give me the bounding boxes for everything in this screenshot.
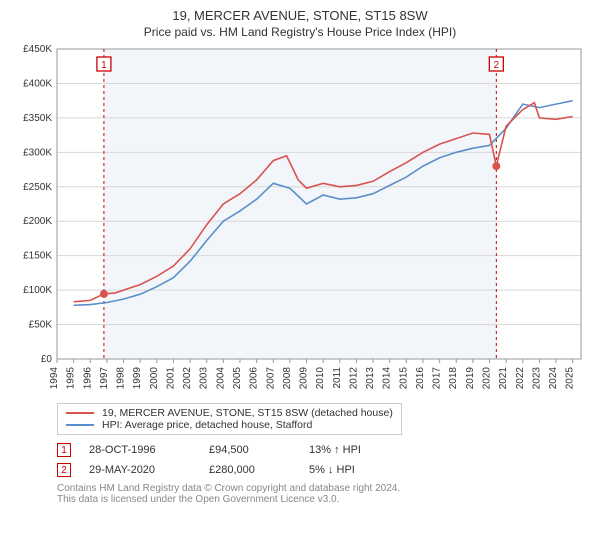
- chart-container: 19, MERCER AVENUE, STONE, ST15 8SW Price…: [0, 0, 600, 560]
- svg-text:2025: 2025: [565, 367, 576, 390]
- svg-text:£200K: £200K: [23, 216, 52, 227]
- svg-text:2013: 2013: [365, 367, 376, 390]
- svg-text:2001: 2001: [165, 367, 176, 390]
- event-date: 29-MAY-2020: [89, 464, 209, 476]
- event-price: £94,500: [209, 444, 309, 456]
- svg-text:£300K: £300K: [23, 147, 52, 158]
- svg-text:£50K: £50K: [29, 320, 53, 331]
- title-address: 19, MERCER AVENUE, STONE, ST15 8SW: [12, 8, 588, 23]
- legend-label: HPI: Average price, detached house, Staf…: [102, 419, 312, 431]
- svg-text:2007: 2007: [265, 367, 276, 390]
- svg-text:2: 2: [494, 60, 500, 71]
- event-change: 13% ↑ HPI: [309, 444, 361, 456]
- svg-text:2016: 2016: [415, 367, 426, 390]
- svg-text:1997: 1997: [99, 367, 110, 390]
- event-row: 2 29-MAY-2020 £280,000 5% ↓ HPI: [57, 463, 588, 477]
- svg-text:£350K: £350K: [23, 113, 52, 124]
- svg-text:2009: 2009: [299, 367, 310, 390]
- title-subtitle: Price paid vs. HM Land Registry's House …: [12, 25, 588, 39]
- svg-text:2011: 2011: [332, 367, 343, 389]
- legend-item: 19, MERCER AVENUE, STONE, ST15 8SW (deta…: [66, 407, 393, 419]
- svg-text:£450K: £450K: [23, 45, 52, 55]
- svg-text:£400K: £400K: [23, 78, 52, 89]
- event-change: 5% ↓ HPI: [309, 464, 355, 476]
- svg-text:2012: 2012: [348, 367, 359, 390]
- event-row: 1 28-OCT-1996 £94,500 13% ↑ HPI: [57, 443, 588, 457]
- footer: Contains HM Land Registry data © Crown c…: [57, 483, 588, 505]
- svg-text:2004: 2004: [215, 367, 226, 390]
- svg-text:1995: 1995: [66, 367, 77, 390]
- svg-text:1999: 1999: [132, 367, 143, 390]
- svg-text:2008: 2008: [282, 367, 293, 390]
- legend-item: HPI: Average price, detached house, Staf…: [66, 419, 393, 431]
- svg-text:£250K: £250K: [23, 182, 52, 193]
- svg-text:2006: 2006: [249, 367, 260, 390]
- legend-label: 19, MERCER AVENUE, STONE, ST15 8SW (deta…: [102, 407, 393, 419]
- svg-text:2017: 2017: [432, 367, 443, 390]
- svg-text:2010: 2010: [315, 367, 326, 390]
- svg-text:2023: 2023: [531, 367, 542, 390]
- chart: £0 £50K £100K £150K £200K £250K £300K £350K £400…: [12, 45, 588, 397]
- footer-line: Contains HM Land Registry data © Crown c…: [57, 483, 588, 494]
- chart-svg: £0 £50K £100K £150K £200K £250K £300K £350K £400…: [12, 45, 588, 397]
- footer-line: This data is licensed under the Open Gov…: [57, 494, 588, 505]
- svg-text:2000: 2000: [149, 367, 160, 390]
- svg-text:1998: 1998: [116, 367, 127, 390]
- titles: 19, MERCER AVENUE, STONE, ST15 8SW Price…: [12, 8, 588, 39]
- event-date: 28-OCT-1996: [89, 444, 209, 456]
- svg-text:2022: 2022: [515, 367, 526, 390]
- svg-text:£100K: £100K: [23, 285, 52, 296]
- svg-text:£0: £0: [41, 354, 53, 365]
- legend: 19, MERCER AVENUE, STONE, ST15 8SW (deta…: [57, 403, 402, 435]
- svg-text:2002: 2002: [182, 367, 193, 390]
- svg-text:2015: 2015: [398, 367, 409, 390]
- svg-text:2019: 2019: [465, 367, 476, 390]
- svg-text:2018: 2018: [448, 367, 459, 390]
- svg-text:2014: 2014: [382, 367, 393, 390]
- svg-text:2003: 2003: [199, 367, 210, 390]
- event-marker: 1: [57, 443, 71, 457]
- events: 1 28-OCT-1996 £94,500 13% ↑ HPI 2 29-MAY…: [57, 443, 588, 477]
- svg-text:1996: 1996: [82, 367, 93, 390]
- svg-text:2020: 2020: [482, 367, 493, 390]
- svg-text:1: 1: [101, 60, 107, 71]
- svg-text:2021: 2021: [498, 367, 509, 390]
- event-marker: 2: [57, 463, 71, 477]
- legend-swatch: [66, 412, 94, 414]
- legend-swatch: [66, 424, 94, 426]
- svg-text:2024: 2024: [548, 367, 559, 390]
- svg-text:£150K: £150K: [23, 251, 52, 262]
- event-price: £280,000: [209, 464, 309, 476]
- svg-text:2005: 2005: [232, 367, 243, 390]
- svg-text:1994: 1994: [49, 367, 60, 390]
